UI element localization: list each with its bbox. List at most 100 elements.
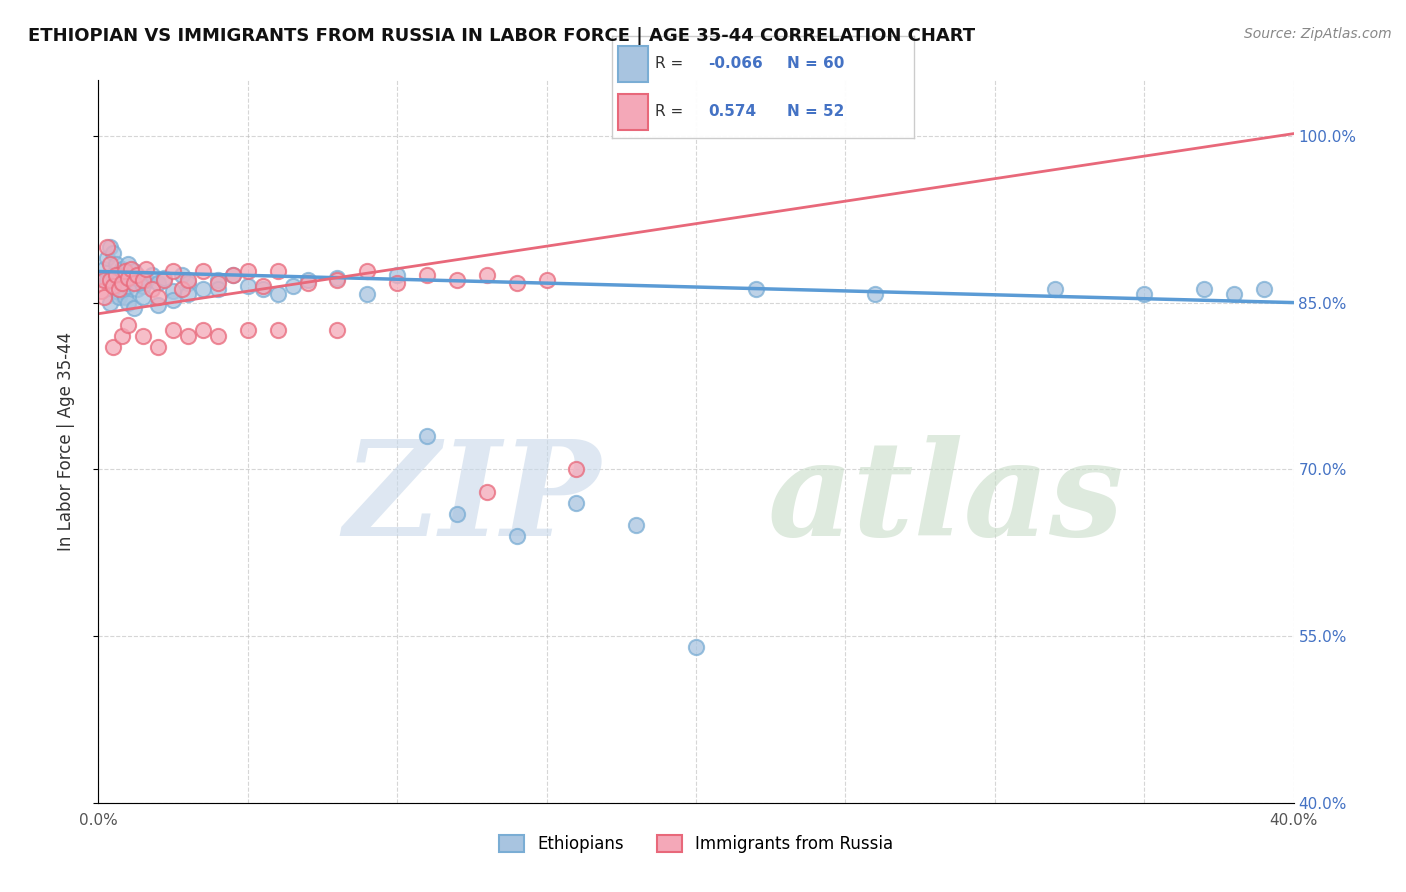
Point bbox=[120, 271, 142, 285]
Point bbox=[326, 323, 349, 337]
Point bbox=[1223, 286, 1246, 301]
Point bbox=[132, 273, 155, 287]
Point bbox=[114, 264, 136, 278]
Point bbox=[177, 286, 200, 301]
Point bbox=[93, 290, 115, 304]
Point bbox=[356, 286, 378, 301]
Point bbox=[105, 285, 128, 299]
Point bbox=[111, 262, 134, 277]
Point bbox=[865, 286, 887, 301]
Point bbox=[267, 323, 290, 337]
Text: Source: ZipAtlas.com: Source: ZipAtlas.com bbox=[1244, 27, 1392, 41]
Point bbox=[1043, 282, 1066, 296]
Point bbox=[96, 273, 118, 287]
Point bbox=[177, 276, 200, 290]
Point bbox=[141, 282, 163, 296]
Point bbox=[135, 262, 157, 277]
Point bbox=[191, 282, 214, 296]
Point bbox=[148, 298, 170, 312]
Point bbox=[127, 282, 149, 296]
Point bbox=[236, 264, 259, 278]
Point bbox=[565, 462, 588, 476]
Point bbox=[108, 282, 131, 296]
Point bbox=[177, 329, 200, 343]
Point bbox=[297, 276, 319, 290]
Point bbox=[124, 276, 146, 290]
Point bbox=[93, 273, 115, 287]
Point bbox=[162, 293, 184, 308]
Point bbox=[385, 276, 409, 290]
Point bbox=[98, 257, 122, 271]
Point bbox=[103, 268, 125, 282]
Point bbox=[506, 529, 529, 543]
Point bbox=[177, 273, 200, 287]
Point bbox=[105, 268, 128, 282]
Point bbox=[153, 273, 176, 287]
Point bbox=[685, 640, 707, 655]
Point bbox=[98, 295, 122, 310]
Point bbox=[114, 290, 136, 304]
Point bbox=[416, 429, 439, 443]
Point bbox=[267, 264, 290, 278]
Point bbox=[1253, 282, 1275, 296]
Point bbox=[117, 318, 139, 332]
Point bbox=[446, 273, 468, 287]
Text: R =: R = bbox=[655, 104, 689, 120]
Text: R =: R = bbox=[655, 56, 689, 71]
Point bbox=[148, 340, 170, 354]
Text: ETHIOPIAN VS IMMIGRANTS FROM RUSSIA IN LABOR FORCE | AGE 35-44 CORRELATION CHART: ETHIOPIAN VS IMMIGRANTS FROM RUSSIA IN L… bbox=[28, 27, 976, 45]
Point bbox=[207, 273, 229, 287]
Point bbox=[236, 279, 259, 293]
Point bbox=[162, 264, 184, 278]
Point bbox=[105, 257, 128, 271]
Point bbox=[172, 282, 194, 296]
Point bbox=[117, 295, 139, 310]
Point bbox=[148, 290, 170, 304]
Legend: Ethiopians, Immigrants from Russia: Ethiopians, Immigrants from Russia bbox=[492, 828, 900, 860]
Text: ZIP: ZIP bbox=[343, 434, 600, 564]
Point bbox=[475, 484, 498, 499]
Bar bbox=[617, 95, 648, 130]
Point bbox=[356, 264, 378, 278]
Point bbox=[252, 282, 274, 296]
Point bbox=[191, 264, 214, 278]
Text: N = 52: N = 52 bbox=[787, 104, 845, 120]
Point bbox=[103, 279, 125, 293]
Text: atlas: atlas bbox=[768, 434, 1125, 564]
Point bbox=[135, 273, 157, 287]
Point bbox=[385, 268, 409, 282]
Point bbox=[1192, 282, 1215, 296]
Point bbox=[103, 245, 125, 260]
Point bbox=[416, 268, 439, 282]
Point bbox=[117, 279, 139, 293]
Point bbox=[96, 251, 118, 265]
Point bbox=[141, 268, 163, 282]
Point bbox=[108, 273, 131, 287]
Point bbox=[565, 496, 588, 510]
Point bbox=[108, 290, 131, 304]
Point bbox=[326, 273, 349, 287]
Point bbox=[236, 323, 259, 337]
Point bbox=[1133, 286, 1156, 301]
Point bbox=[114, 268, 136, 282]
Point bbox=[162, 323, 184, 337]
Point bbox=[111, 329, 134, 343]
Point bbox=[153, 271, 176, 285]
Point bbox=[132, 279, 155, 293]
Point bbox=[446, 507, 468, 521]
Point bbox=[626, 517, 648, 532]
Point bbox=[111, 276, 134, 290]
Point bbox=[267, 286, 290, 301]
Text: -0.066: -0.066 bbox=[709, 56, 763, 71]
Point bbox=[207, 329, 229, 343]
Point bbox=[506, 276, 529, 290]
Point bbox=[129, 273, 152, 287]
Point bbox=[98, 273, 122, 287]
Bar bbox=[617, 45, 648, 82]
Point bbox=[124, 301, 146, 315]
Point bbox=[90, 285, 112, 299]
Point bbox=[111, 285, 134, 299]
Point bbox=[132, 290, 155, 304]
Point bbox=[207, 276, 229, 290]
Point bbox=[148, 276, 170, 290]
